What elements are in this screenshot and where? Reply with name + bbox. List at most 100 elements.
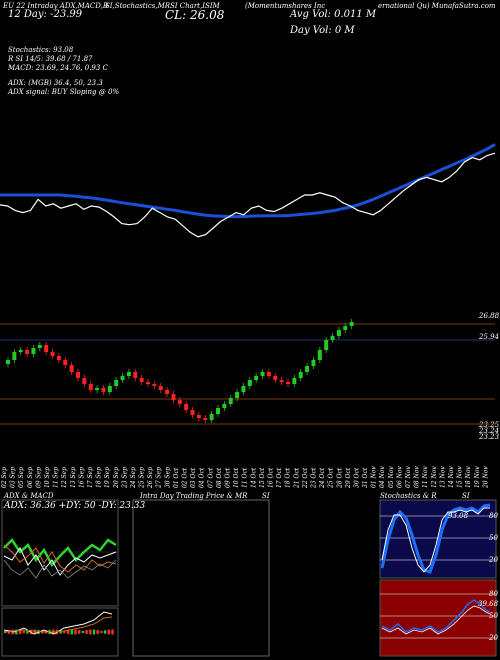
rsi-level-50: 50 <box>489 612 498 620</box>
stoch-panel-si: SI <box>462 492 470 500</box>
candle <box>88 384 93 390</box>
rsi-level-20: 20 <box>489 634 498 642</box>
date-tick-label: 09 Oct <box>225 467 232 488</box>
price-level-5: 23.23 <box>479 433 500 441</box>
macd-histogram-bar <box>89 629 92 635</box>
moving-average-line <box>0 143 496 219</box>
macd-histogram-bar <box>100 630 103 634</box>
candle <box>165 390 170 394</box>
date-tick-label: 21 Oct <box>293 467 300 489</box>
candle <box>95 388 100 390</box>
intraday-panel-title: Intra Day Trading Price & MR <box>140 492 248 500</box>
candlestick-series <box>6 319 354 423</box>
candle <box>44 345 49 352</box>
candle <box>273 376 278 380</box>
date-tick-label: 02 Sep <box>1 467 8 488</box>
candle <box>63 360 68 365</box>
header-title-part-1: EU 22 Intraday ADX,MACD,R <box>3 2 109 10</box>
candle <box>56 356 61 360</box>
date-tick-label: 26 Sep <box>147 467 154 489</box>
candle <box>76 372 80 378</box>
candle <box>330 336 335 340</box>
candle <box>6 360 10 364</box>
day-change: 12 Day: -23.99 <box>8 9 83 20</box>
date-tick-label: 13 Sep <box>70 467 77 488</box>
macd-readout: MACD: 23.69, 24.76, 0.93 C <box>8 64 108 72</box>
candle <box>286 382 290 384</box>
date-tick-label: 12 Sep <box>61 467 68 488</box>
date-tick-label: 11 Nov <box>422 466 429 488</box>
date-tick-label: 01 Nov <box>371 466 378 488</box>
price-level-3: 23.25 <box>479 421 500 429</box>
macd-histogram-bar <box>26 630 29 634</box>
date-tick-label: 16 Sep <box>78 467 85 488</box>
candle <box>190 410 195 415</box>
candle <box>349 322 354 326</box>
stoch-level-50: 50 <box>489 534 498 542</box>
candle <box>114 380 119 386</box>
date-tick-label: 12 Nov <box>431 466 438 488</box>
adx-values: ADX: 36.36 +DY: 50 -DY: 23.33 <box>4 501 146 511</box>
date-tick-label: 15 Nov <box>457 466 464 488</box>
candle <box>177 400 182 404</box>
candle <box>305 366 310 372</box>
date-tick-label: 03 Sep <box>10 467 17 488</box>
candle <box>222 404 227 408</box>
date-tick-label: 04 Nov <box>379 466 386 488</box>
price-line <box>0 152 496 238</box>
adx-readout: ADX: (MGB) 36.4, 50, 23.3 <box>8 79 103 87</box>
macd-histogram-bar <box>111 629 114 635</box>
candle <box>126 372 131 376</box>
macd-histogram-bar <box>33 629 36 635</box>
stochastics-readout: Stochastics: 93.08 <box>8 46 74 54</box>
candle <box>279 380 284 382</box>
candle <box>101 388 106 392</box>
candle <box>12 352 17 360</box>
date-tick-label: 11 Oct <box>242 467 249 488</box>
date-tick-label: 15 Oct <box>259 467 266 488</box>
header-title-part-3: SI Chart,ISIM <box>170 2 220 10</box>
date-tick-label: 19 Sep <box>104 467 111 488</box>
stoch-label-value: 93.08 <box>448 512 469 520</box>
date-tick-label: 18 Oct <box>285 467 292 488</box>
candle <box>184 404 189 410</box>
rsi-label-value: 39.68 <box>478 600 499 608</box>
date-tick-label: 16 Oct <box>267 467 274 488</box>
candle <box>216 408 220 414</box>
date-tick-label: 03 Oct <box>190 467 197 488</box>
candle <box>336 330 341 336</box>
mrsi-line <box>381 605 491 635</box>
candle <box>171 394 176 400</box>
date-tick-label: 19 Nov <box>474 466 481 488</box>
date-tick-label: 22 Oct <box>302 467 309 489</box>
header-title-part-5: ernational Qu) MunafaSutra.com <box>378 2 496 10</box>
rsi-line <box>381 599 491 633</box>
candle <box>107 386 112 392</box>
candle <box>158 386 163 390</box>
intraday-panel-si: SI <box>262 492 270 500</box>
macd-histogram-bar <box>81 630 85 634</box>
date-tick-label: 07 Nov <box>405 466 412 488</box>
day-volume: Day Vol: 0 M <box>290 25 355 36</box>
candle <box>139 378 144 382</box>
date-tick-label: 08 Oct <box>216 467 223 488</box>
date-tick-label: 24 Oct <box>319 467 326 489</box>
date-tick-label: 05 Sep <box>18 467 25 488</box>
stochastic-k-line <box>380 503 491 574</box>
macd-histogram-bar <box>59 630 62 634</box>
macd-histogram-bar <box>107 629 110 635</box>
adx-panel <box>1 499 119 607</box>
candle <box>37 345 42 348</box>
minus-dy-line <box>3 544 117 573</box>
macd-histogram-bar <box>15 629 18 635</box>
candle <box>133 372 138 378</box>
candle <box>311 360 316 366</box>
rsi-readout: R SI 14/5: 39.68 / 71.87 <box>8 55 93 63</box>
date-tick-label: 17 Oct <box>276 467 283 488</box>
stochastic-d-line <box>381 507 490 573</box>
macd-histogram-bar <box>85 630 88 634</box>
date-tick-label: 17 Sep <box>87 467 94 488</box>
candle <box>146 382 150 384</box>
date-tick-label: 18 Sep <box>96 467 103 488</box>
